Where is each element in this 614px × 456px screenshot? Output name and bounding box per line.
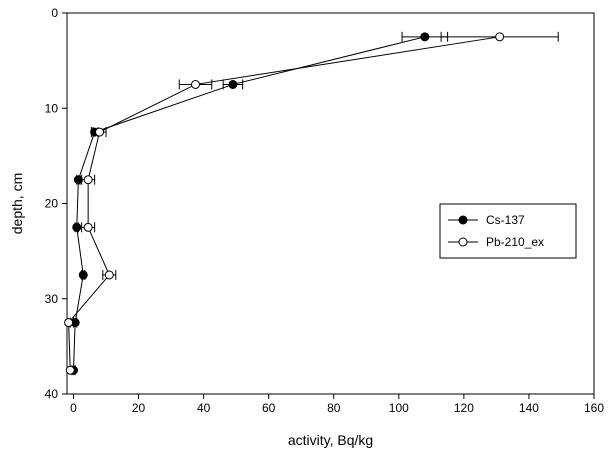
- data-point: [65, 365, 75, 375]
- series-pb-210-ex: [64, 31, 559, 376]
- data-point: [64, 318, 74, 328]
- y-axis-title: depth, cm: [9, 173, 25, 234]
- data-point: [72, 222, 82, 232]
- legend: Cs-137 Pb-210_ex: [439, 203, 577, 259]
- legend-box: [439, 203, 577, 259]
- data-point: [228, 79, 238, 89]
- data-point: [104, 270, 114, 280]
- data-point: [495, 32, 505, 42]
- y-tick-label: 10: [45, 101, 59, 115]
- x-tick-label: 0: [70, 401, 77, 415]
- data-point: [78, 270, 88, 280]
- y-tick-label: 40: [45, 387, 59, 401]
- data-point: [190, 79, 200, 89]
- series-line: [73, 36, 425, 371]
- x-tick-label: 120: [454, 401, 474, 415]
- x-tick-label: 100: [389, 401, 409, 415]
- legend-marker: [458, 215, 468, 225]
- x-axis-title: activity, Bq/kg: [288, 432, 373, 448]
- series-layer: [64, 31, 559, 376]
- data-point: [83, 222, 93, 232]
- x-tick-label: 140: [519, 401, 539, 415]
- data-point: [83, 175, 93, 185]
- y-tick-label: 30: [45, 292, 59, 306]
- x-tick-label: 40: [197, 401, 211, 415]
- x-tick-label: 60: [262, 401, 276, 415]
- legend-marker: [458, 237, 468, 247]
- x-tick-label: 20: [132, 401, 146, 415]
- series-line: [68, 36, 500, 371]
- y-tick-label: 20: [45, 197, 59, 211]
- data-point: [95, 127, 105, 137]
- y-tick-label: 0: [51, 6, 58, 20]
- legend-label: Cs-137: [486, 213, 525, 227]
- legend-label: Pb-210_ex: [486, 235, 544, 249]
- data-point: [420, 32, 430, 42]
- series-cs-137: [69, 31, 449, 376]
- x-tick-label: 160: [584, 401, 604, 415]
- axes: 0 20 40 60 80 100 120 140 160 0 10 20 30 40: [45, 6, 605, 415]
- x-tick-label: 80: [327, 401, 341, 415]
